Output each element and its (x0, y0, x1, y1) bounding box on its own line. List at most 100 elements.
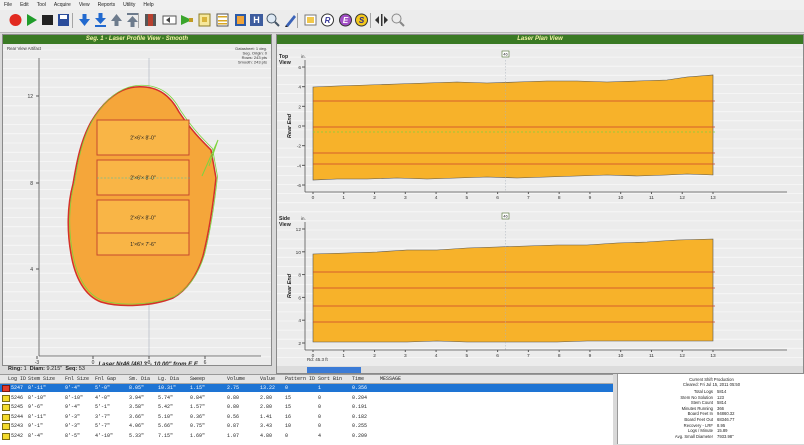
menu-item-help[interactable]: Help (143, 2, 154, 8)
side-y-tick-label: 8 (298, 273, 301, 279)
table-cell: 0.182 (352, 413, 368, 420)
column-header: MESSAGE (380, 376, 402, 382)
menu-item-utility[interactable]: Utility (123, 2, 136, 8)
side-x-tick-label: 11 (649, 353, 654, 359)
top-y-tick-label: 2 (298, 104, 301, 110)
plan-scrollbar-thumb[interactable] (307, 367, 361, 373)
table-row[interactable]: 5244 8'-11" 9'-3" 3'-7" 3.66" 5.10" 0.36" 0.56 1… (0, 413, 613, 421)
side-y-tick-label: 4 (298, 318, 301, 324)
e-marker-icon[interactable]: E (338, 12, 353, 28)
table-row[interactable]: 5247 8'-11" 9'-4" 5'-0" 8.05" 10.31" 1.15" 2.75… (0, 384, 613, 392)
table-cell: 4.06" (129, 423, 145, 429)
annotate-icon[interactable] (303, 12, 318, 28)
side-x-tick-label: 3 (404, 353, 407, 359)
s-marker-icon[interactable]: S (354, 12, 369, 28)
x-tick-label: 0 (92, 360, 95, 366)
table-cell: 2.75 (227, 385, 240, 391)
menu-item-acquire[interactable]: Acquire (53, 2, 71, 8)
board-block-label: 1'×6'× 7'-6" (130, 242, 156, 248)
table-cell: 3.43 (260, 423, 273, 429)
top-x-tick-label: 13 (710, 195, 716, 201)
table-cell: 0.84" (190, 394, 206, 401)
zoom-icon[interactable] (265, 12, 280, 28)
table-row[interactable]: 5243 9'-1" 9'-3" 5'-7" 4.06" 5.66" 0.75" 0.87 3.… (0, 422, 613, 430)
side-x-tick-label: 1 (342, 353, 345, 359)
stop-icon[interactable] (40, 12, 55, 28)
column-header: Fnl Gap (95, 376, 117, 382)
zoom-out-icon[interactable] (390, 12, 405, 28)
plan-scrollbar-track[interactable] (277, 366, 803, 374)
plan-view-panel: Laser Plan View 6 4 2 0 -2 -4 -6 0 1 2 3 4 5 6 7 8 9 10 11… (276, 34, 804, 374)
table-cell: 5.42" (158, 404, 174, 410)
top-x-tick-label: 9 (589, 195, 592, 201)
menu-item-reports[interactable]: Reports (97, 2, 116, 8)
grid-icon[interactable] (197, 12, 212, 28)
table-cell: 0.36" (190, 413, 206, 420)
toolbar-separator (297, 13, 298, 28)
table-header: Log ID Stem Size Fnl Size Fnl Gap Sm. Dia Lg.… (0, 375, 613, 384)
table-cell: 0.204 (352, 394, 368, 401)
pencil-icon[interactable] (283, 12, 298, 28)
side-x-tick-label: 12 (680, 353, 686, 359)
table-cell: 16 (285, 413, 292, 420)
profile-caption: Laser Nr46 [46] 3' - 10.00" from E.E. (99, 362, 200, 366)
log-table: Log ID Stem Size Fnl Size Fnl Gap Sm. Dia Lg.… (0, 374, 613, 445)
ruler-icon[interactable]: H (249, 12, 264, 28)
r-marker-icon[interactable]: R (320, 12, 335, 28)
log-yellow-icon (2, 394, 10, 402)
panel-icon[interactable] (215, 12, 230, 28)
table-row[interactable]: 5242 8'-4" 8'-5" 4'-10" 5.33" 7.15" 1.69" 1.07 4… (0, 432, 613, 440)
layer-icon[interactable] (233, 12, 248, 28)
bookmark-icon[interactable] (143, 12, 158, 28)
top-x-tick-label: 4 (435, 195, 438, 201)
table-cell: 1.57" (190, 404, 206, 410)
menu-item-edit[interactable]: Edit (20, 2, 29, 8)
table-cell: 1.41 (260, 413, 273, 420)
top-x-tick-label: 7 (527, 195, 530, 201)
width-icon[interactable] (374, 12, 389, 28)
table-cell: 0 (285, 432, 289, 439)
table-cell: 3'-7" (95, 413, 111, 420)
top-x-tick-label: 5 (466, 195, 469, 201)
table-row[interactable]: 5245 9'-6" 9'-4" 5'-1" 3.58" 5.42" 1.57" 0.80 2.… (0, 403, 613, 411)
side-rear-end-label: Rear End (287, 273, 293, 298)
menu-item-view[interactable]: View (78, 2, 90, 8)
arrow-up-icon[interactable] (109, 12, 124, 28)
summary-value: 366 (717, 405, 724, 411)
profile-icon[interactable] (179, 12, 194, 28)
table-cell: 3.66" (129, 413, 145, 420)
table-cell: 8'-4" (28, 432, 44, 439)
table-row[interactable]: 5246 8'-10" 8'-10" 4'-0" 3.94" 5.74" 0.84" 0.80… (0, 394, 613, 402)
save-icon[interactable] (56, 12, 71, 28)
table-cell: 0 (318, 413, 322, 420)
top-rear-end-label: Rear End (287, 113, 293, 138)
summary-value: 123 (717, 394, 724, 400)
menu-item-file[interactable]: File (4, 2, 13, 8)
rewind-icon[interactable] (162, 12, 177, 28)
arrow-down-bar-icon[interactable] (93, 12, 108, 28)
column-header: Log ID (8, 376, 27, 382)
table-cell: 3.94" (129, 394, 145, 401)
profile-plot[interactable]: Rear View Artifact Datasheet: 1 deg.Seg. … (3, 44, 271, 366)
play-icon[interactable] (24, 12, 39, 28)
menu-item-tool[interactable]: Tool (36, 2, 46, 8)
top-view-label: View (279, 60, 292, 66)
arrow-down-icon[interactable] (77, 12, 92, 28)
arrow-up-bar-icon[interactable] (125, 12, 140, 28)
table-cell: 0.56 (227, 413, 240, 420)
sequence-value: 53 (78, 366, 85, 372)
table-cell: 13.22 (260, 385, 276, 391)
side-x-tick-label: 13 (710, 353, 716, 359)
top-y-tick-label: 4 (298, 85, 301, 91)
table-cell: 1.07 (227, 432, 240, 439)
production-summary: Current Shift Production Cleared: Fri Jul… (617, 374, 804, 444)
record-icon[interactable] (8, 12, 23, 28)
table-cell: 5'-1" (95, 404, 111, 410)
profile-info-line: Rows: 243 pts (242, 55, 267, 60)
summary-label: Minutes Running (681, 405, 713, 411)
board-block (96, 119, 190, 156)
top-y-tick-label: -2 (297, 144, 302, 150)
top-x-tick-label: 3 (404, 195, 407, 201)
ring-status: Ring: 1 Diam: 9.215" Seq: 53 (8, 366, 85, 372)
